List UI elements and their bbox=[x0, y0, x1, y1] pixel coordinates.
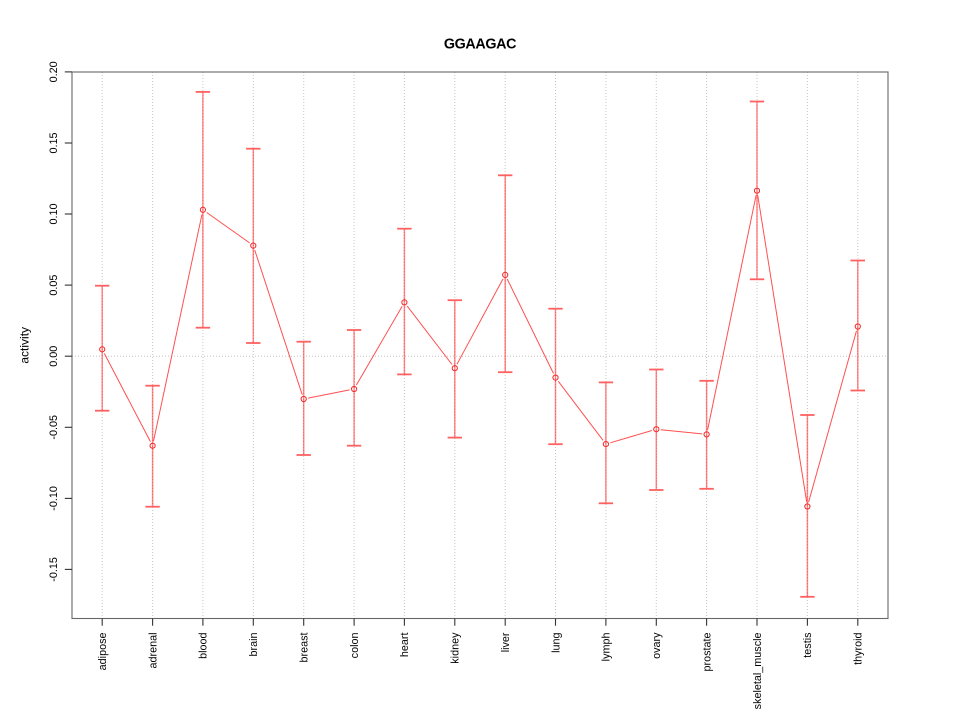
svg-text:0.20: 0.20 bbox=[48, 61, 60, 82]
svg-text:adipose: adipose bbox=[97, 633, 109, 671]
svg-text:0.15: 0.15 bbox=[48, 132, 60, 153]
svg-text:skeletal_muscle: skeletal_muscle bbox=[752, 633, 764, 710]
svg-text:-0.05: -0.05 bbox=[48, 415, 60, 440]
svg-text:lung: lung bbox=[550, 633, 562, 653]
svg-text:breast: breast bbox=[299, 633, 311, 663]
svg-text:blood: blood bbox=[198, 633, 210, 659]
svg-text:ovary: ovary bbox=[651, 632, 663, 659]
svg-text:0.00: 0.00 bbox=[48, 346, 60, 367]
svg-text:0.10: 0.10 bbox=[48, 203, 60, 224]
svg-text:-0.10: -0.10 bbox=[48, 486, 60, 511]
svg-text:activity: activity bbox=[18, 327, 32, 364]
svg-text:colon: colon bbox=[349, 633, 361, 659]
svg-text:-0.15: -0.15 bbox=[48, 557, 60, 582]
svg-text:brain: brain bbox=[248, 633, 260, 657]
svg-text:GGAAGAC: GGAAGAC bbox=[444, 37, 516, 53]
svg-text:testis: testis bbox=[802, 632, 814, 658]
svg-text:0.05: 0.05 bbox=[48, 275, 60, 296]
svg-text:adrenal: adrenal bbox=[147, 633, 159, 669]
svg-text:kidney: kidney bbox=[450, 632, 462, 664]
svg-text:liver: liver bbox=[500, 632, 512, 652]
svg-text:prostate: prostate bbox=[701, 633, 713, 672]
svg-text:heart: heart bbox=[399, 632, 411, 657]
svg-text:lymph: lymph bbox=[601, 633, 613, 662]
svg-text:thyroid: thyroid bbox=[853, 633, 865, 665]
